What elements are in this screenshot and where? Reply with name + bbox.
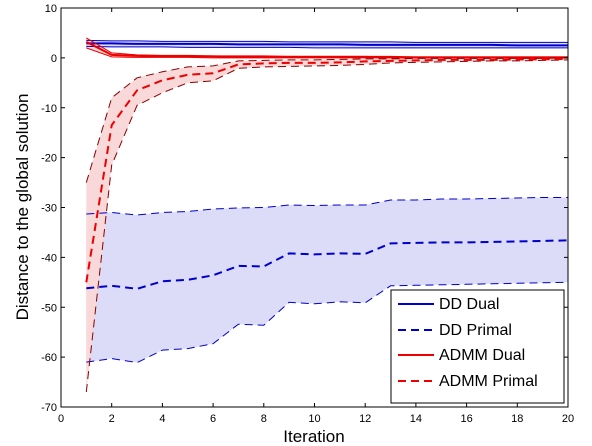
y-tick-label: -70 [41, 402, 57, 414]
x-axis-label: Iteration [283, 427, 344, 446]
band-admm-primal [86, 57, 569, 393]
y-tick-label: 0 [51, 53, 57, 65]
series-admm-primal-mean [85, 57, 569, 283]
series-admm-primal-upper [85, 57, 569, 183]
legend: DD Dual DD Primal ADMM Dual ADMM Primal [390, 289, 565, 404]
y-tick-label: -30 [41, 203, 57, 215]
series-admm-primal-lower [85, 59, 569, 393]
y-tick-label: -20 [41, 153, 57, 165]
x-tick-label: 20 [562, 413, 574, 425]
x-tick-label: 16 [460, 413, 472, 425]
x-tick-label: 6 [210, 413, 216, 425]
legend-box [390, 289, 565, 404]
x-tick-label: 0 [58, 413, 64, 425]
series-dd-primal-mean [86, 239, 569, 290]
legend-label-dd-dual: DD Dual [439, 296, 499, 313]
x-tick-label: 14 [410, 413, 422, 425]
x-tick-label: 18 [511, 413, 523, 425]
y-axis-label: Distance to the global solution [13, 94, 32, 321]
series-lines [85, 37, 569, 393]
x-axis-ticks: 0 2 4 6 8 10 12 14 16 18 20 [58, 8, 574, 425]
y-tick-label: -10 [41, 103, 57, 115]
x-tick-label: 4 [159, 413, 165, 425]
series-dd-primal-upper [86, 197, 568, 216]
series-dd-primal-lower [86, 281, 569, 364]
y-tick-label: -40 [41, 252, 57, 264]
series-dd-dual-lower [86, 45, 568, 49]
series-dd-dual-upper [86, 39, 568, 43]
x-tick-label: 12 [359, 413, 371, 425]
y-tick-label: -50 [41, 302, 57, 314]
y-tick-label: -60 [41, 352, 57, 364]
x-tick-label: 8 [261, 413, 267, 425]
y-axis-ticks: 10 0 -10 -20 -30 -40 -50 -60 -70 [41, 3, 568, 414]
x-tick-label: 10 [308, 413, 320, 425]
series-admm-dual-mean [85, 41, 568, 59]
band-dd-primal [86, 197, 569, 363]
x-tick-label: 2 [109, 413, 115, 425]
legend-label-admm-dual: ADMM Dual [439, 347, 525, 364]
y-tick-label: 10 [45, 3, 57, 15]
series-dd-dual-mean [86, 42, 568, 47]
legend-label-dd-primal: DD Primal [439, 322, 512, 339]
legend-label-admm-primal: ADMM Primal [439, 373, 538, 390]
